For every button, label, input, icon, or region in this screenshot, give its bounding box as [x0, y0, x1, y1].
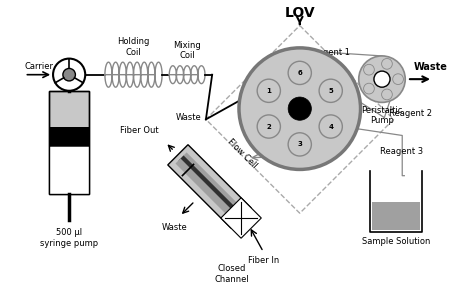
Text: Sample Solution: Sample Solution — [362, 237, 431, 246]
Circle shape — [319, 115, 342, 138]
Circle shape — [359, 56, 405, 103]
Polygon shape — [168, 145, 251, 228]
Text: 2: 2 — [266, 124, 271, 130]
Text: Reagent 1: Reagent 1 — [307, 48, 350, 57]
Circle shape — [364, 64, 375, 75]
Text: LOV: LOV — [284, 6, 315, 20]
Text: Fiber In: Fiber In — [248, 256, 279, 265]
Bar — [372, 202, 420, 230]
Text: Waste: Waste — [413, 62, 447, 72]
Bar — [50, 146, 89, 194]
Circle shape — [257, 115, 280, 138]
Text: 3: 3 — [297, 141, 302, 147]
Text: Peristaltic
Pump: Peristaltic Pump — [361, 106, 403, 125]
Text: Closed
Channel: Closed Channel — [215, 264, 249, 284]
Circle shape — [257, 79, 280, 103]
Text: 4: 4 — [328, 124, 333, 130]
Circle shape — [288, 61, 311, 85]
Bar — [50, 127, 89, 146]
Text: Mixing
Coil: Mixing Coil — [173, 41, 201, 60]
Polygon shape — [176, 158, 237, 220]
Circle shape — [239, 48, 361, 170]
Text: Flow Cell: Flow Cell — [226, 137, 259, 170]
Circle shape — [382, 59, 392, 69]
Polygon shape — [178, 155, 241, 217]
Text: 1: 1 — [266, 88, 271, 94]
Circle shape — [288, 97, 311, 120]
Text: 5: 5 — [328, 88, 333, 94]
Text: Holding
Coil: Holding Coil — [117, 37, 150, 57]
Text: Waste: Waste — [162, 223, 187, 232]
Circle shape — [288, 133, 311, 156]
Text: Carrier: Carrier — [24, 62, 53, 71]
Circle shape — [53, 59, 85, 91]
Bar — [50, 91, 89, 194]
Text: Reagent 2: Reagent 2 — [389, 108, 432, 118]
Circle shape — [63, 68, 75, 81]
Text: 6: 6 — [297, 70, 302, 76]
Circle shape — [382, 89, 392, 100]
Circle shape — [393, 74, 403, 85]
Circle shape — [319, 79, 342, 103]
Bar — [50, 91, 89, 194]
Text: Fiber Out: Fiber Out — [120, 126, 158, 135]
Polygon shape — [221, 198, 262, 238]
Text: Reagent 3: Reagent 3 — [380, 147, 423, 156]
Text: 500 μl
syringe pump: 500 μl syringe pump — [40, 227, 98, 248]
Text: Waste: Waste — [176, 113, 201, 122]
Circle shape — [364, 83, 375, 94]
Polygon shape — [182, 153, 243, 214]
Circle shape — [374, 71, 390, 87]
